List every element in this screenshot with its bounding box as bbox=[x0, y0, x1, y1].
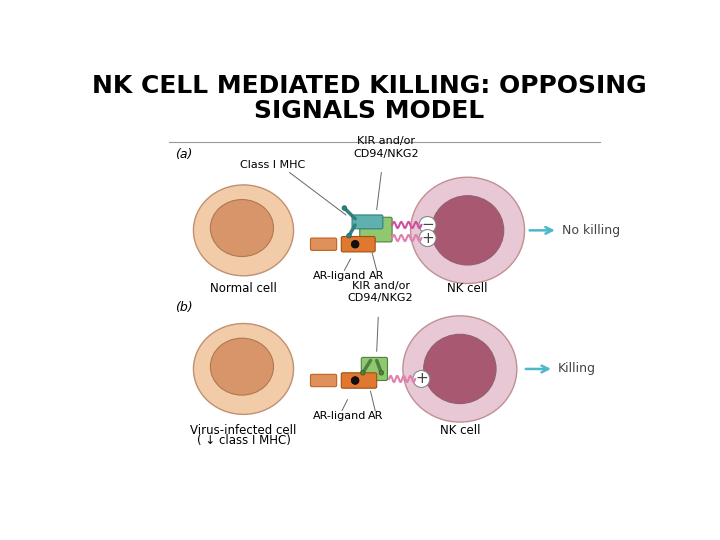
Text: NK CELL MEDIATED KILLING: OPPOSING: NK CELL MEDIATED KILLING: OPPOSING bbox=[91, 75, 647, 98]
Text: Normal cell: Normal cell bbox=[210, 282, 277, 295]
Circle shape bbox=[351, 240, 359, 248]
Text: +: + bbox=[415, 372, 428, 387]
Text: Killing: Killing bbox=[558, 362, 595, 375]
Ellipse shape bbox=[403, 316, 517, 422]
FancyBboxPatch shape bbox=[341, 373, 377, 388]
FancyBboxPatch shape bbox=[341, 237, 375, 252]
Text: (b): (b) bbox=[175, 301, 192, 314]
Text: Virus-infected cell: Virus-infected cell bbox=[190, 423, 297, 437]
Ellipse shape bbox=[423, 334, 496, 403]
Text: NK cell: NK cell bbox=[447, 282, 488, 295]
FancyBboxPatch shape bbox=[310, 238, 337, 251]
FancyBboxPatch shape bbox=[352, 215, 383, 229]
Circle shape bbox=[346, 233, 351, 238]
Ellipse shape bbox=[410, 177, 525, 284]
Text: AR: AR bbox=[369, 271, 384, 281]
Text: SIGNALS MODEL: SIGNALS MODEL bbox=[254, 99, 484, 123]
Circle shape bbox=[342, 206, 346, 211]
Text: −: − bbox=[421, 218, 434, 232]
Text: Class I MHC: Class I MHC bbox=[240, 159, 305, 170]
Circle shape bbox=[361, 370, 365, 375]
Text: AR-ligand: AR-ligand bbox=[313, 271, 366, 281]
Text: +: + bbox=[421, 231, 434, 246]
Ellipse shape bbox=[210, 200, 274, 256]
FancyBboxPatch shape bbox=[361, 357, 387, 381]
Circle shape bbox=[419, 217, 436, 233]
Circle shape bbox=[413, 370, 430, 387]
FancyBboxPatch shape bbox=[310, 374, 337, 387]
Text: KIR and/or
CD94/NKG2: KIR and/or CD94/NKG2 bbox=[348, 281, 413, 303]
Text: AR-ligand: AR-ligand bbox=[313, 411, 366, 421]
Ellipse shape bbox=[431, 195, 504, 265]
Text: AR: AR bbox=[367, 411, 383, 421]
Ellipse shape bbox=[194, 323, 294, 414]
Circle shape bbox=[351, 377, 359, 384]
Text: KIR and/or
CD94/NKG2: KIR and/or CD94/NKG2 bbox=[353, 136, 419, 159]
FancyBboxPatch shape bbox=[360, 217, 392, 242]
Ellipse shape bbox=[210, 338, 274, 395]
Circle shape bbox=[379, 370, 384, 375]
Text: ( ↓ class I MHC): ( ↓ class I MHC) bbox=[197, 434, 290, 447]
Text: (a): (a) bbox=[175, 148, 192, 161]
Text: No killing: No killing bbox=[562, 224, 620, 237]
Text: NK cell: NK cell bbox=[440, 423, 480, 437]
Ellipse shape bbox=[194, 185, 294, 276]
Circle shape bbox=[419, 230, 436, 247]
